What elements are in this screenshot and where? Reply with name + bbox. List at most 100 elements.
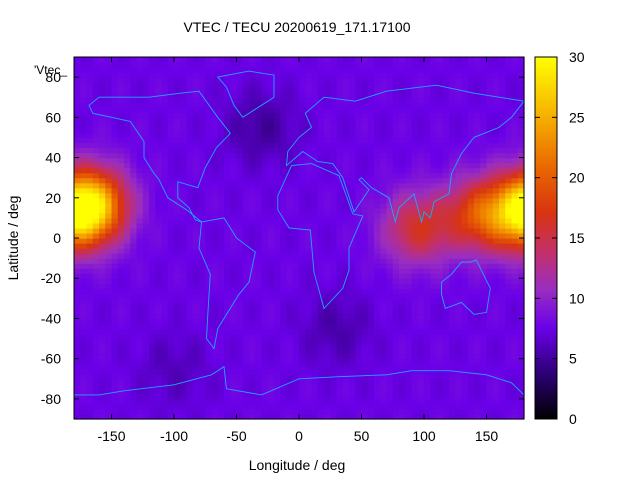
heatmap-cell <box>217 72 225 78</box>
heatmap-cell <box>92 202 100 209</box>
heatmap-cell <box>386 378 394 385</box>
heatmap-cell <box>124 127 131 134</box>
heatmap-cell <box>161 308 169 315</box>
heatmap-cell <box>111 117 119 123</box>
heatmap-cell <box>461 298 469 304</box>
heatmap-cell <box>461 202 469 209</box>
heatmap-cell <box>492 117 500 123</box>
heatmap-cell <box>486 167 494 174</box>
heatmap-cell <box>86 182 94 189</box>
heatmap-cell <box>292 238 300 244</box>
heatmap-cell <box>149 358 156 365</box>
heatmap-cell <box>374 323 381 330</box>
heatmap-cell <box>417 383 425 390</box>
heatmap-cell <box>305 202 313 209</box>
heatmap-cell <box>492 238 500 244</box>
heatmap-cell <box>99 217 106 224</box>
heatmap-cell <box>111 328 119 335</box>
heatmap-cell <box>142 363 150 370</box>
heatmap-cell <box>367 283 375 289</box>
heatmap-cell <box>424 117 431 123</box>
heatmap-cell <box>342 393 350 400</box>
heatmap-cell <box>142 353 150 360</box>
heatmap-cell <box>436 243 444 249</box>
heatmap-cell <box>267 117 275 123</box>
heatmap-cell <box>167 358 175 365</box>
heatmap-cell <box>186 318 194 325</box>
heatmap-cell <box>342 137 350 144</box>
heatmap-cell <box>224 248 231 254</box>
heatmap-cell <box>311 408 319 415</box>
heatmap-cell <box>399 112 406 118</box>
heatmap-cell <box>199 258 206 264</box>
heatmap-cell <box>117 107 125 113</box>
heatmap-cell <box>492 142 500 149</box>
heatmap-cell <box>505 358 513 365</box>
heatmap-cell <box>442 167 450 174</box>
heatmap-cell <box>136 107 144 113</box>
heatmap-cell <box>74 268 81 274</box>
heatmap-cell <box>455 92 463 98</box>
heatmap-cell <box>130 72 138 78</box>
heatmap-cell <box>449 72 456 78</box>
heatmap-cell <box>274 112 281 118</box>
heatmap-cell <box>511 217 519 224</box>
heatmap-cell <box>267 243 275 249</box>
heatmap-cell <box>455 232 463 239</box>
heatmap-cell <box>299 413 306 420</box>
heatmap-cell <box>74 253 81 259</box>
heatmap-cell <box>417 378 425 385</box>
heatmap-cell <box>249 363 256 370</box>
heatmap-cell <box>430 323 438 330</box>
heatmap-cell <box>424 87 431 93</box>
heatmap-cell <box>486 162 494 169</box>
heatmap-cell <box>211 67 219 73</box>
heatmap-cell <box>361 263 369 269</box>
heatmap-cell <box>430 97 438 103</box>
heatmap-cell <box>217 388 225 395</box>
heatmap-cell <box>330 293 338 299</box>
heatmap-cell <box>380 167 388 174</box>
heatmap-cell <box>311 187 319 194</box>
heatmap-cell <box>380 318 388 325</box>
heatmap-cell <box>155 333 163 340</box>
heatmap-cell <box>286 243 294 249</box>
heatmap-cell <box>255 102 263 108</box>
heatmap-cell <box>186 177 194 184</box>
heatmap-cell <box>405 328 413 335</box>
heatmap-cell <box>305 298 313 304</box>
heatmap-cell <box>261 363 269 370</box>
heatmap-cell <box>499 102 506 108</box>
heatmap-cell <box>130 147 138 154</box>
heatmap-cell <box>99 172 106 179</box>
heatmap-cell <box>349 298 356 304</box>
heatmap-cell <box>342 343 350 350</box>
heatmap-cell <box>486 157 494 164</box>
heatmap-cell <box>149 142 156 149</box>
heatmap-cell <box>305 243 313 249</box>
heatmap-cell <box>355 238 363 244</box>
heatmap-cell <box>411 313 419 320</box>
heatmap-cell <box>355 77 363 83</box>
heatmap-cell <box>311 253 319 259</box>
heatmap-cell <box>86 152 94 159</box>
heatmap-cell <box>92 232 100 239</box>
heatmap-cell <box>236 227 244 234</box>
heatmap-cell <box>86 122 94 128</box>
heatmap-cell <box>292 217 300 224</box>
heatmap-cell <box>242 202 250 209</box>
heatmap-cell <box>142 67 150 73</box>
heatmap-cell <box>280 313 288 320</box>
heatmap-cell <box>374 353 381 360</box>
heatmap-cell <box>255 152 263 159</box>
heatmap-cell <box>80 308 88 315</box>
heatmap-cell <box>155 403 163 410</box>
heatmap-cell <box>430 107 438 113</box>
heatmap-cell <box>492 268 500 274</box>
heatmap-cell <box>249 97 256 103</box>
heatmap-cell <box>455 283 463 289</box>
heatmap-cell <box>199 368 206 375</box>
heatmap-cell <box>299 278 306 284</box>
heatmap-cell <box>480 232 488 239</box>
heatmap-cell <box>386 288 394 294</box>
